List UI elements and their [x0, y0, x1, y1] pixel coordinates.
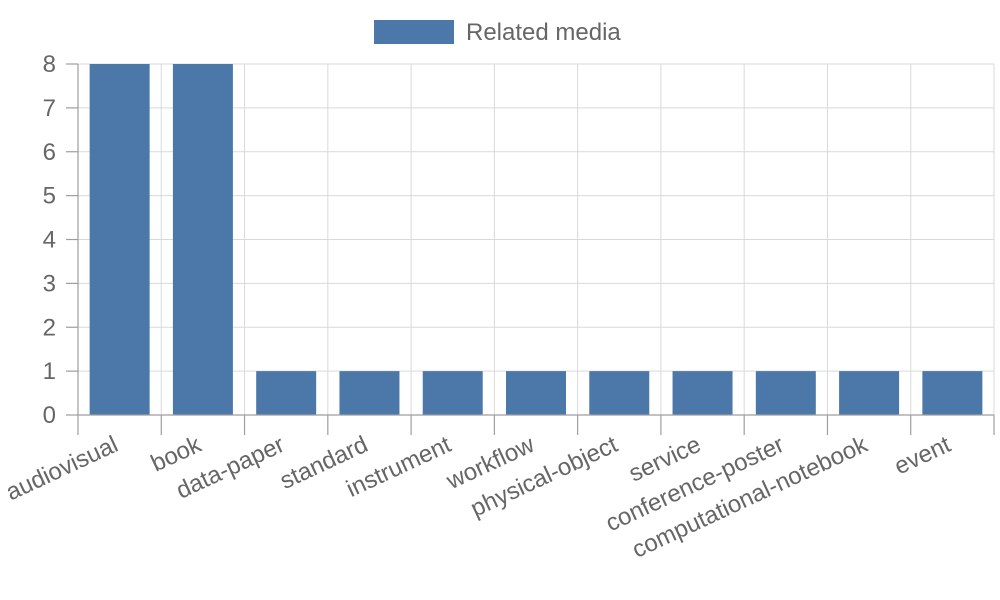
y-tick-label: 7 — [43, 95, 56, 122]
legend: Related media — [374, 19, 621, 46]
legend-swatch — [374, 20, 454, 44]
y-tick-label: 8 — [43, 51, 56, 78]
bar — [839, 371, 900, 415]
y-tick-label: 1 — [43, 358, 56, 385]
axes — [66, 63, 995, 435]
x-tick-label: event — [890, 431, 955, 480]
bar — [672, 371, 733, 415]
bar — [506, 371, 566, 415]
x-tick-label: audiovisual — [2, 431, 122, 506]
bars — [89, 64, 983, 415]
bar — [172, 64, 233, 415]
bar — [89, 64, 150, 415]
legend-label: Related media — [466, 19, 621, 46]
bar — [755, 371, 816, 415]
bar — [922, 371, 983, 415]
bar — [422, 371, 483, 415]
y-tick-label: 3 — [43, 270, 56, 297]
bar — [256, 371, 317, 415]
y-tick-label: 5 — [43, 183, 56, 210]
bar — [589, 371, 650, 415]
y-tick-label: 6 — [43, 139, 56, 166]
y-tick-label: 2 — [43, 314, 56, 341]
bar — [339, 371, 400, 415]
y-tick-label: 0 — [43, 402, 56, 429]
y-tick-label: 4 — [43, 227, 56, 254]
